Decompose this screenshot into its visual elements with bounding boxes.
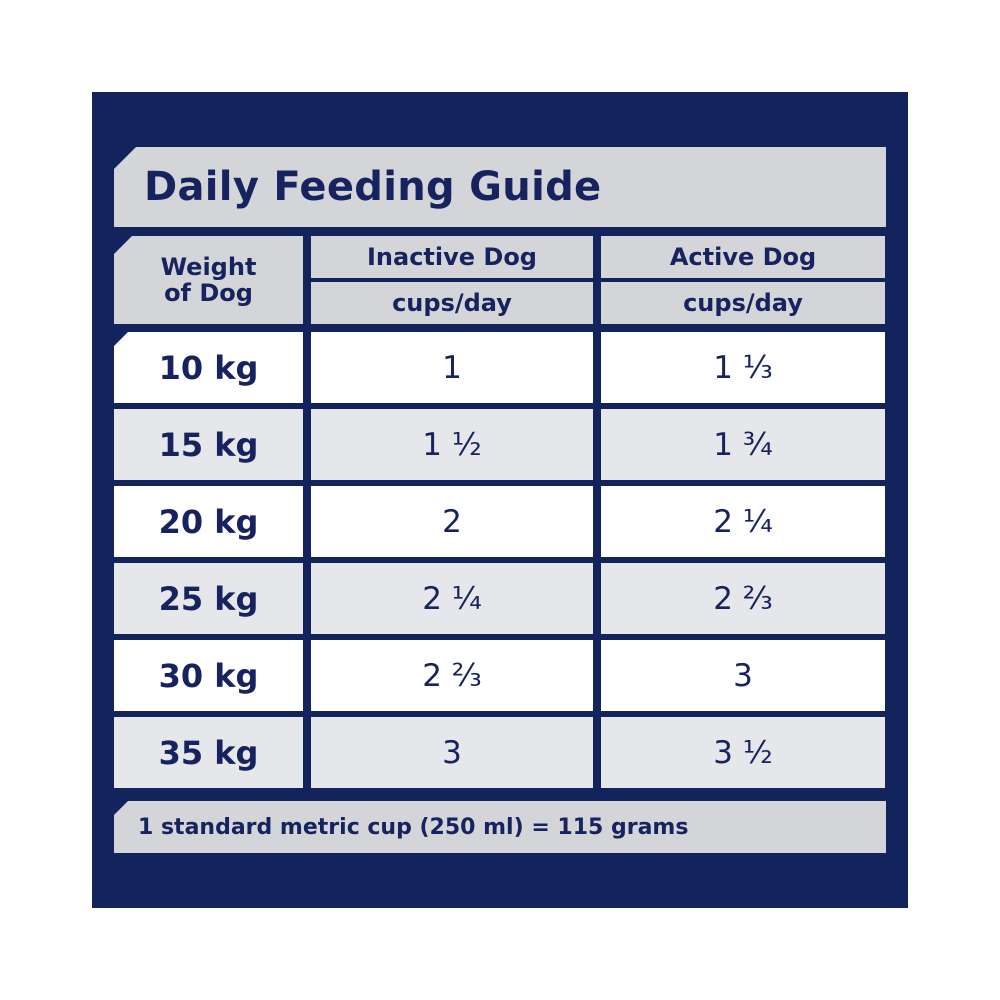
title-bar: Daily Feeding Guide	[114, 147, 886, 227]
weight-cell: 30 kg	[114, 640, 303, 711]
inactive-cups-cell: 2 ⅔	[311, 640, 593, 711]
header-inactive: Inactive Dog	[311, 236, 593, 278]
inactive-cups-cell: 1 ½	[311, 409, 593, 480]
inactive-cups-cell: 2	[311, 486, 593, 557]
inactive-cups-cell: 2 ¼	[311, 563, 593, 634]
inactive-cups-cell: 1	[311, 332, 593, 403]
active-cups-cell: 3	[601, 640, 885, 711]
active-cups-cell: 2 ⅔	[601, 563, 885, 634]
header-active-unit: cups/day	[601, 282, 885, 324]
footer-text: 1 standard metric cup (250 ml) = 115 gra…	[138, 814, 689, 840]
page-title: Daily Feeding Guide	[144, 164, 602, 210]
weight-cell: 25 kg	[114, 563, 303, 634]
active-cups-cell: 1 ⅓	[601, 332, 885, 403]
active-cups-cell: 3 ½	[601, 717, 885, 788]
header-active: Active Dog	[601, 236, 885, 278]
header-weight-line2: of Dog	[164, 279, 253, 307]
weight-cell: 10 kg	[114, 332, 303, 403]
weight-cell: 20 kg	[114, 486, 303, 557]
footer-note: 1 standard metric cup (250 ml) = 115 gra…	[114, 801, 886, 853]
weight-cell: 15 kg	[114, 409, 303, 480]
active-cups-cell: 2 ¼	[601, 486, 885, 557]
active-cups-cell: 1 ¾	[601, 409, 885, 480]
header-weight: Weight of Dog	[114, 236, 303, 324]
header-inactive-unit: cups/day	[311, 282, 593, 324]
weight-cell: 35 kg	[114, 717, 303, 788]
header-weight-line1: Weight	[160, 253, 257, 281]
inactive-cups-cell: 3	[311, 717, 593, 788]
